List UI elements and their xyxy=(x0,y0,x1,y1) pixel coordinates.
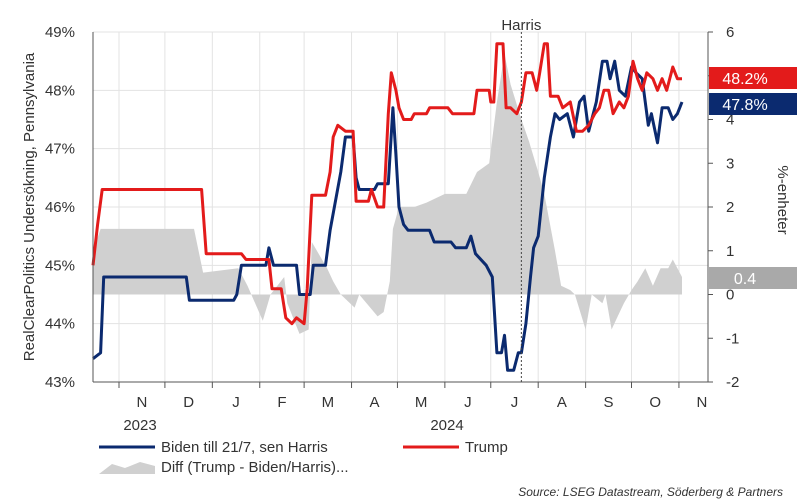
left-tick-label: 46% xyxy=(45,199,75,216)
legend-label-trump: Trump xyxy=(465,439,508,456)
x-year-label-2023: 2023 xyxy=(123,417,156,434)
right-tick-label: 6 xyxy=(726,24,734,41)
x-month-label: O xyxy=(649,394,661,411)
end-label-box xyxy=(709,93,797,115)
series-line-trump xyxy=(91,42,682,326)
source-note: Source: LSEG Datastream, Söderberg & Par… xyxy=(518,485,783,499)
x-month-label: S xyxy=(604,394,614,411)
diff-area-group xyxy=(93,53,682,334)
x-month-label: A xyxy=(369,394,379,411)
diff-area xyxy=(93,53,682,334)
left-tick-label: 47% xyxy=(45,141,75,158)
end-label-text: 48.2% xyxy=(722,71,767,88)
end-label-text: 47.8% xyxy=(722,97,767,114)
x-month-label: N xyxy=(696,394,707,411)
left-tick-label: 45% xyxy=(45,257,75,274)
left-tick-label: 43% xyxy=(45,374,75,391)
right-tick-label: -2 xyxy=(726,374,739,391)
series-lines xyxy=(91,42,684,372)
gridlines xyxy=(93,31,708,383)
end-label-text: 0.4 xyxy=(734,271,756,288)
left-axis-title: RealClearPolitics Undersökning, Pennsylv… xyxy=(21,52,38,361)
right-tick-label: 3 xyxy=(726,155,734,172)
left-tick-label: 48% xyxy=(45,82,75,99)
end-value-labels: 47.8% 48.2% 0.4 xyxy=(709,67,797,289)
x-month-label: J xyxy=(232,394,240,411)
x-month-label: F xyxy=(277,394,286,411)
end-label-box xyxy=(709,267,797,289)
right-tick-label: -1 xyxy=(726,330,739,347)
right-tick-label: 2 xyxy=(726,199,734,216)
legend-label-biden-harris: Biden till 21/7, sen Harris xyxy=(161,439,328,456)
x-month-label: A xyxy=(557,394,567,411)
right-axis-title: %-enheter xyxy=(774,165,791,234)
legend-label-diff: Diff (Trump - Biden/Harris)... xyxy=(161,459,349,476)
right-tick-label: 4 xyxy=(726,112,734,129)
legend: Biden till 21/7, sen Harris Trump Diff (Tr… xyxy=(99,439,783,499)
right-tick-label: 1 xyxy=(726,243,734,260)
x-month-label: M xyxy=(415,394,428,411)
harris-event-label: Harris xyxy=(501,17,541,34)
end-label-box xyxy=(709,67,797,89)
x-month-label: N xyxy=(137,394,148,411)
x-month-label: M xyxy=(322,394,335,411)
x-year-label-2024: 2024 xyxy=(430,417,463,434)
left-tick-label: 44% xyxy=(45,316,75,333)
x-month-label: D xyxy=(183,394,194,411)
left-tick-label: 49% xyxy=(45,24,75,41)
legend-swatch-diff xyxy=(99,462,155,474)
x-month-label: J xyxy=(511,394,519,411)
x-month-label: J xyxy=(464,394,472,411)
right-tick-label: 0 xyxy=(726,287,734,304)
